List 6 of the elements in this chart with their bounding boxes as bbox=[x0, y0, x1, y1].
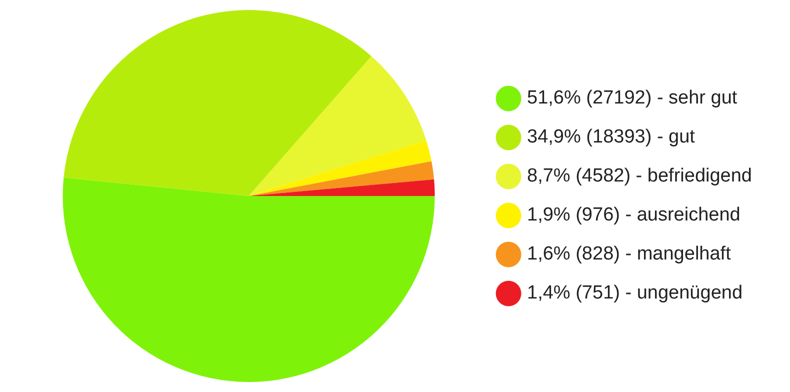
legend-label: 1,9% (976) - ausreichend bbox=[527, 204, 740, 226]
legend-label: 8,7% (4582) - befriedigend bbox=[527, 166, 752, 187]
legend-label: 34,9% (18393) - gut bbox=[527, 126, 696, 148]
legend-label: 1,6% (828) - mangelhaft bbox=[527, 244, 732, 265]
legend-label: 51,6% (27192) - sehr gut bbox=[527, 88, 738, 109]
legend-label: 1,4% (751) - ungenügend bbox=[527, 282, 743, 304]
